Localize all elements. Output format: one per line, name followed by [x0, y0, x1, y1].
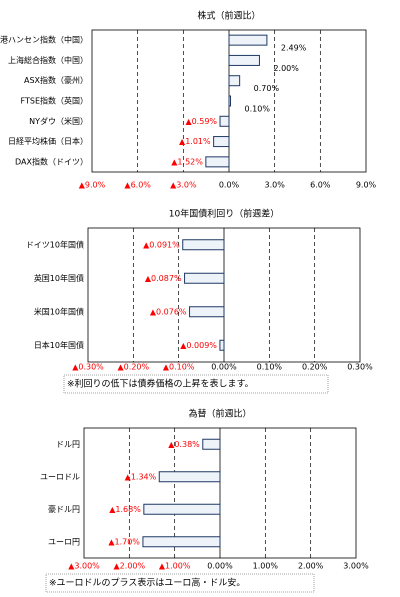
x-tick-label: ▲0.10%: [163, 363, 195, 372]
chart-title: 株式（前週比）: [197, 10, 260, 22]
value-label: ▲0.091%: [143, 240, 180, 249]
x-tick-label: ▲9.0%: [79, 181, 106, 190]
y-tick-label: ドル円: [56, 440, 80, 449]
x-tick-label: 0.20%: [302, 363, 328, 372]
y-tick-label: 豪ドル円: [48, 504, 80, 514]
value-label: ▲1.34%: [125, 472, 157, 481]
chart-title: 為替（前週比）: [188, 408, 251, 420]
x-tick-label: 3.00%: [343, 562, 369, 571]
bar: [228, 54, 260, 66]
note: ※ユーロドルのプラス表示はユーロ高・ドル安。: [49, 577, 245, 589]
value-label: ▲0.087%: [145, 274, 182, 283]
bar: [158, 471, 221, 483]
value-label: ▲0.009%: [180, 341, 217, 350]
bar: [143, 503, 221, 515]
y-tick-label: ユーロドル: [40, 472, 80, 481]
note-box: [45, 573, 315, 593]
y-tick-label: DAX指数（ドイツ）: [15, 156, 88, 166]
bar: [205, 156, 230, 168]
x-tick-label: 0.00%: [207, 562, 233, 571]
value-label: ▲1.52%: [171, 157, 203, 166]
x-tick-label: ▲3.0%: [170, 181, 197, 190]
bar: [219, 115, 230, 127]
x-tick-label: ▲2.00%: [114, 562, 146, 571]
x-tick-label: ▲0.20%: [118, 363, 150, 372]
bar: [184, 272, 225, 284]
y-tick-label: 米国10年国債: [34, 306, 84, 316]
bar: [182, 239, 225, 251]
bar: [228, 75, 241, 87]
value-label: ▲1.01%: [179, 137, 211, 146]
y-tick-label: 香港ハンセン指数（中国）: [0, 35, 88, 45]
bar: [189, 306, 225, 318]
x-tick-label: 1.00%: [253, 562, 279, 571]
y-tick-label: FTSE指数（英国）: [21, 96, 88, 106]
bar: [213, 136, 230, 148]
y-tick-label: NYダウ（米国）: [29, 116, 88, 126]
y-tick-label: ユーロ円: [48, 537, 80, 546]
value-label: ▲0.076%: [150, 307, 187, 316]
x-tick-label: ▲6.0%: [124, 181, 151, 190]
bar: [228, 34, 268, 46]
x-tick-label: 9.0%: [356, 181, 377, 190]
x-tick-label: 6.0%: [310, 181, 331, 190]
y-tick-label: 英国10年国債: [34, 273, 84, 283]
x-tick-label: 2.00%: [298, 562, 324, 571]
value-label: 2.00%: [273, 64, 299, 73]
x-tick-label: ▲3.00%: [68, 562, 100, 571]
x-tick-label: ▲1.00%: [159, 562, 191, 571]
value-label: 2.49%: [281, 44, 307, 53]
y-tick-label: 日経平均株価（日本）: [8, 136, 88, 146]
value-label: ▲0.38%: [168, 440, 200, 449]
x-tick-label: 0.0%: [219, 181, 240, 190]
value-label: ▲0.59%: [185, 117, 217, 126]
bar: [228, 95, 232, 107]
y-tick-label: 日本10年国債: [34, 340, 84, 350]
value-label: 0.70%: [254, 84, 280, 93]
y-tick-label: 上海総合指数（中国）: [8, 55, 88, 65]
chart-title: 10年国債利回り（前週差）: [169, 208, 279, 220]
value-label: ▲1.68%: [109, 505, 141, 514]
note-box: [63, 374, 329, 394]
note: ※利回りの低下は債券価格の上昇を表します。: [67, 378, 254, 390]
x-tick-label: 0.10%: [257, 363, 283, 372]
bar: [202, 438, 221, 450]
value-label: 0.10%: [245, 105, 271, 114]
x-tick-label: ▲0.30%: [72, 363, 104, 372]
bar: [142, 536, 221, 548]
y-tick-label: ドイツ10年国債: [26, 239, 84, 249]
x-tick-label: 0.00%: [211, 363, 237, 372]
bar: [219, 339, 225, 351]
value-label: ▲1.70%: [108, 537, 140, 546]
y-tick-label: ASX指数（豪州）: [24, 75, 88, 85]
x-tick-label: 3.0%: [265, 181, 286, 190]
x-tick-label: 0.30%: [347, 363, 373, 372]
